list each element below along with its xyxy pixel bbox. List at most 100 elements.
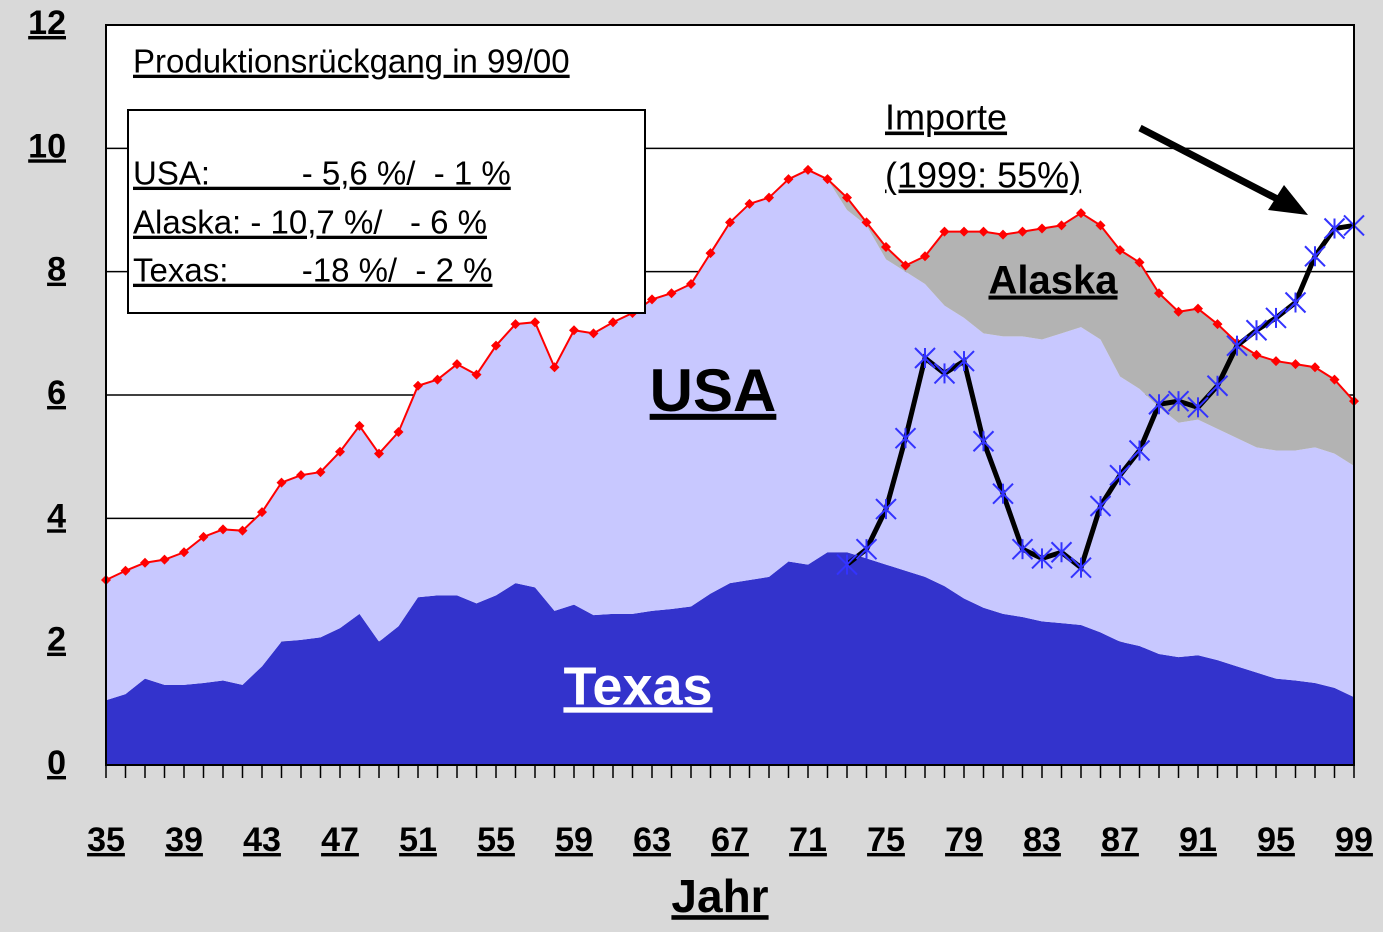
- y-tick-label: 0: [47, 744, 66, 782]
- total-marker: [1271, 356, 1281, 367]
- total-marker: [744, 198, 755, 209]
- total-marker: [276, 477, 287, 488]
- total-marker: [315, 467, 326, 478]
- imports-marker: [1109, 464, 1131, 486]
- total-marker: [296, 470, 306, 481]
- imports-note: (1999: 55%): [885, 155, 1081, 196]
- y-tick-label: 10: [28, 127, 66, 165]
- imports-marker: [1265, 307, 1287, 329]
- total-marker: [764, 192, 774, 203]
- total-marker: [413, 380, 423, 391]
- imports-marker: [933, 362, 956, 385]
- total-marker: [432, 374, 443, 385]
- x-tick-label: 59: [555, 821, 593, 859]
- y-tick-label: 8: [47, 251, 66, 289]
- imports-marker: [1167, 390, 1190, 412]
- series-label: USA: [650, 357, 777, 424]
- total-marker: [1134, 257, 1145, 268]
- y-tick-label: 4: [47, 497, 66, 535]
- total-marker: [1154, 288, 1164, 299]
- imports-marker: [953, 350, 975, 372]
- y-tick-label: 2: [47, 621, 66, 659]
- imports-marker: [1050, 541, 1073, 563]
- area: [106, 169, 1354, 580]
- y-tick-label: 12: [28, 4, 66, 42]
- total-marker: [900, 260, 911, 271]
- imports-label: Importe: [885, 97, 1007, 138]
- total-marker: [803, 164, 813, 175]
- total-marker: [335, 446, 345, 457]
- x-tick-label: 47: [321, 821, 359, 859]
- x-tick-label: 43: [243, 821, 281, 859]
- x-tick-label: 51: [399, 821, 437, 859]
- total-marker: [218, 524, 228, 535]
- total-marker: [510, 319, 521, 330]
- x-tick-label: 79: [945, 821, 983, 859]
- total-marker: [705, 248, 716, 259]
- note-line: USA: - 5,6 %/ - 1 %: [133, 155, 511, 192]
- total-marker: [959, 226, 969, 237]
- x-tick-label: 91: [1179, 821, 1217, 859]
- total-marker: [1115, 245, 1125, 256]
- imports-marker: [1304, 245, 1326, 267]
- total-marker: [452, 359, 462, 370]
- x-axis-label: Jahr: [671, 870, 768, 922]
- imports-marker: [1031, 547, 1053, 570]
- total-marker: [393, 427, 404, 437]
- series-label: Texas: [563, 656, 712, 716]
- imports-marker: [894, 427, 917, 449]
- total-marker: [120, 565, 131, 576]
- total-marker: [881, 242, 891, 252]
- total-marker: [1173, 306, 1184, 317]
- total-marker: [822, 174, 833, 185]
- total-marker: [471, 369, 482, 380]
- total-marker: [1076, 208, 1086, 219]
- total-marker: [939, 226, 950, 237]
- imports-marker: [972, 430, 995, 452]
- imports-marker: [1226, 334, 1248, 357]
- total-marker: [491, 340, 501, 351]
- imports-marker: [1206, 375, 1229, 397]
- note-line: Alaska: - 10,7 %/ - 6 %: [133, 204, 487, 241]
- total-marker: [1056, 220, 1067, 231]
- x-tick-label: 83: [1023, 821, 1061, 859]
- total-marker: [686, 279, 696, 289]
- imports-marker: [1011, 538, 1034, 560]
- imports-marker: [914, 347, 936, 369]
- imports-marker: [1070, 556, 1092, 579]
- total-marker: [159, 554, 170, 565]
- total-marker: [783, 174, 794, 185]
- imports-marker: [1245, 319, 1268, 341]
- total-marker: [237, 525, 248, 536]
- imports-marker: [1128, 439, 1151, 462]
- series-label: Alaska: [989, 259, 1119, 303]
- total-marker: [198, 531, 209, 542]
- x-tick-label: 35: [87, 821, 125, 859]
- total-marker: [354, 420, 365, 431]
- arrow-head: [1268, 185, 1308, 215]
- x-tick-label: 99: [1335, 821, 1373, 859]
- total-marker: [1037, 223, 1047, 234]
- total-marker: [1017, 226, 1028, 237]
- total-marker: [647, 294, 657, 305]
- imports-marker: [1323, 217, 1346, 240]
- total-marker: [978, 226, 989, 237]
- total-marker: [1290, 359, 1301, 370]
- total-marker: [608, 317, 618, 328]
- area: [106, 552, 1354, 765]
- total-marker: [530, 317, 540, 328]
- total-marker: [588, 328, 599, 339]
- note-box: [127, 109, 646, 314]
- total-marker: [666, 288, 677, 299]
- box-title: Produktionsrückgang in 99/00: [133, 43, 570, 80]
- total-marker: [1193, 303, 1203, 314]
- total-marker: [179, 547, 189, 558]
- imports-marker: [992, 482, 1014, 505]
- arrow-shaft: [1138, 124, 1287, 207]
- x-tick-label: 63: [633, 821, 671, 859]
- total-marker: [861, 217, 872, 228]
- x-tick-label: 67: [711, 821, 749, 859]
- x-tick-label: 75: [867, 821, 905, 859]
